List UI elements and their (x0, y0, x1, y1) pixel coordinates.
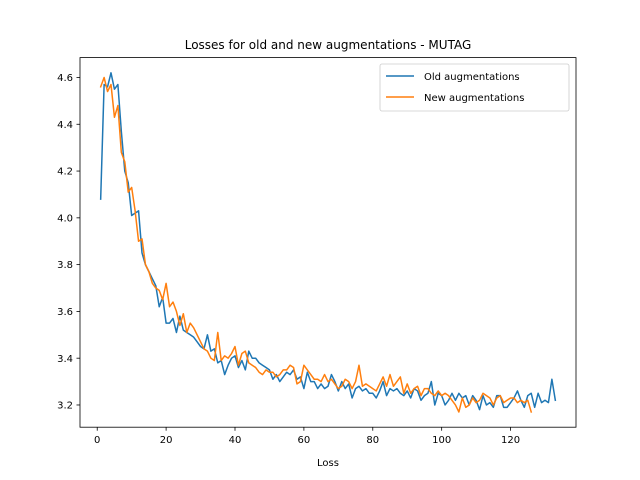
y-tick-label: 4.2 (57, 167, 73, 178)
legend-label-old-augmentations: Old augmentations (424, 72, 520, 83)
x-axis-ticks: 0 20 40 60 80 100 120 (94, 427, 520, 446)
series-line-new-augmentations (99, 76, 533, 413)
plot-area (99, 72, 557, 413)
x-axis-label: Loss (317, 458, 339, 469)
x-tick-label: 60 (298, 435, 311, 446)
y-tick-label: 4.4 (57, 120, 73, 131)
y-tick-label: 4.6 (57, 73, 73, 84)
series-line-old-augmentations (99, 72, 557, 411)
axes-frame (79, 57, 577, 428)
y-tick-label: 4.0 (57, 213, 73, 224)
legend-box (379, 63, 570, 112)
chart-title: Losses for old and new augmentations - M… (185, 38, 472, 52)
x-tick-label: 20 (160, 435, 173, 446)
y-tick-label: 3.4 (57, 354, 73, 365)
legend: Old augmentations New augmentations (379, 63, 570, 112)
y-tick-label: 3.6 (57, 307, 73, 318)
x-tick-label: 80 (366, 435, 379, 446)
x-tick-label: 0 (94, 435, 100, 446)
x-tick-label: 100 (432, 435, 451, 446)
y-axis-ticks: 3.2 3.4 3.6 3.8 4.0 4.2 4.4 4.6 (57, 73, 80, 412)
x-tick-label: 40 (229, 435, 242, 446)
legend-label-new-augmentations: New augmentations (424, 93, 524, 104)
y-tick-label: 3.8 (57, 260, 73, 271)
x-tick-label: 120 (501, 435, 520, 446)
y-tick-label: 3.2 (57, 401, 73, 412)
